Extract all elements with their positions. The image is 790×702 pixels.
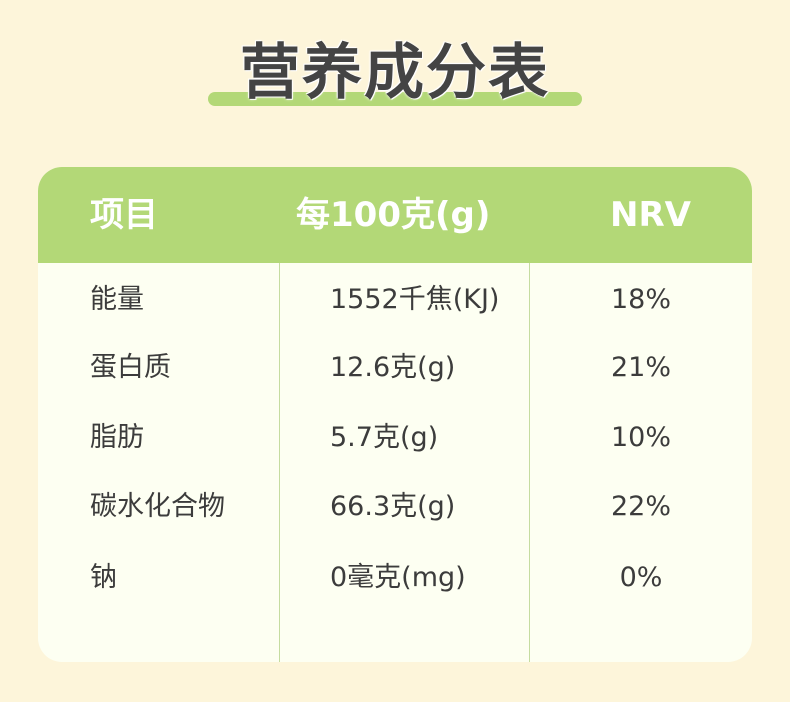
table-header: 项目 每100克(g) NRV [38,167,752,263]
column-divider [529,263,530,662]
header-nrv: NRV [610,195,691,235]
cell-nrv: 0% [619,562,663,593]
cell-item: 能量 [90,284,144,315]
cell-item: 碳水化合物 [90,491,225,522]
title-underline [208,92,582,106]
page-title: 营养成分表 [240,38,550,108]
cell-amount: 5.7克(g) [330,422,439,453]
header-item: 项目 [90,195,158,235]
cell-amount: 1552千焦(KJ) [330,284,500,315]
cell-amount: 12.6克(g) [330,352,456,383]
nutrition-table: 项目 每100克(g) NRV 能量 1552千焦(KJ) 18% 蛋白质 12.6克(… [38,167,752,662]
cell-item: 蛋白质 [90,352,171,383]
cell-amount: 0毫克(mg) [330,562,466,593]
cell-amount: 66.3克(g) [330,491,456,522]
cell-nrv: 10% [610,422,671,453]
header-per-100g: 每100克(g) [296,195,491,235]
cell-nrv: 21% [610,352,671,383]
column-divider [279,263,280,662]
cell-item: 脂肪 [90,422,144,453]
cell-nrv: 18% [610,284,671,315]
cell-nrv: 22% [610,491,671,522]
cell-item: 钠 [90,562,117,593]
